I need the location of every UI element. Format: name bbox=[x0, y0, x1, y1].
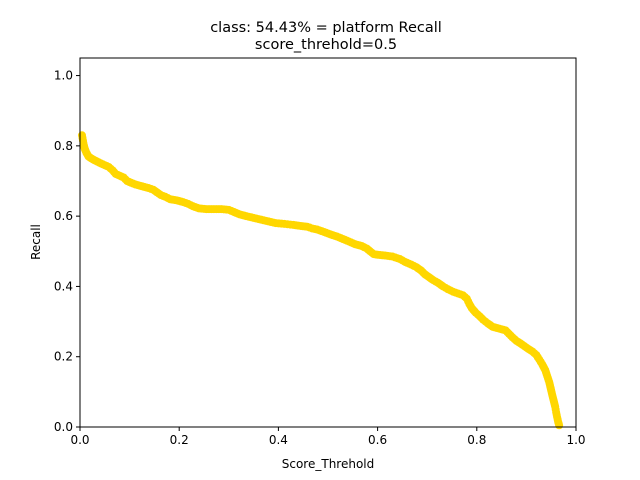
x-tick-label: 0.4 bbox=[269, 433, 288, 447]
x-tick-label: 0.6 bbox=[368, 433, 387, 447]
y-axis-ticks: 0.0 0.2 0.4 0.6 0.8 1.0 bbox=[54, 69, 80, 434]
data-point bbox=[555, 421, 564, 430]
y-tick-label: 0.4 bbox=[54, 279, 73, 293]
y-tick-label: 0.2 bbox=[54, 350, 73, 364]
x-tick-label: 0.0 bbox=[70, 433, 89, 447]
y-axis-label: Recall bbox=[29, 224, 43, 260]
y-tick-label: 0.8 bbox=[54, 139, 73, 153]
x-tick-label: 0.2 bbox=[170, 433, 189, 447]
chart-title-line1: class: 54.43% = platform Recall bbox=[210, 20, 442, 36]
x-tick-label: 1.0 bbox=[566, 433, 585, 447]
x-tick-label: 0.8 bbox=[467, 433, 486, 447]
plot-frame bbox=[79, 57, 577, 428]
y-tick-label: 0.0 bbox=[54, 420, 73, 434]
data-points-layer bbox=[77, 131, 564, 430]
x-axis-ticks: 0.0 0.2 0.4 0.6 0.8 1.0 bbox=[70, 427, 586, 447]
chart-title-line2: score_threhold=0.5 bbox=[255, 37, 397, 53]
y-tick-label: 1.0 bbox=[54, 69, 73, 83]
x-axis-label: Score_Threhold bbox=[282, 457, 375, 471]
y-tick-label: 0.6 bbox=[54, 209, 73, 223]
